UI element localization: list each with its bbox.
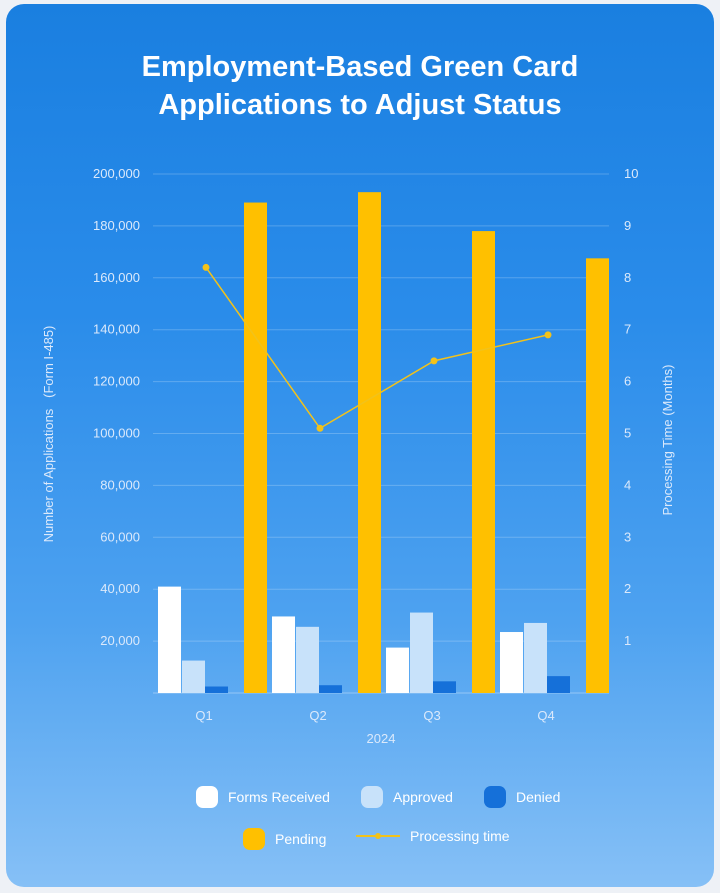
legend-swatch-pending	[243, 828, 265, 850]
point-processing-time	[544, 331, 552, 339]
legend-label-denied: Denied	[516, 789, 561, 805]
point-processing-time	[430, 357, 438, 365]
y2-tick-label: 7	[624, 322, 631, 337]
x-axis-title: 2024	[367, 731, 396, 746]
legend-label-approved: Approved	[393, 789, 453, 805]
y2-tick-label: 10	[624, 166, 638, 181]
point-processing-time	[202, 263, 210, 271]
y2-tick-label: 6	[624, 374, 631, 389]
y2-tick-label: 9	[624, 218, 631, 233]
chart-plot: 20,00040,00060,00080,000100,000120,00014…	[41, 166, 675, 746]
y2-tick-label: 1	[624, 633, 631, 648]
y-tick-label: 20,000	[100, 633, 140, 648]
bar-denied	[205, 686, 228, 693]
line-processing-time	[205, 266, 549, 430]
bar-forms-received	[386, 647, 409, 693]
legend-swatch-denied	[484, 786, 506, 808]
y-axis-title: Number of Applications (Form I-485)	[41, 326, 56, 543]
legend-swatch-forms-received	[196, 786, 218, 808]
y-tick-label: 60,000	[100, 529, 140, 544]
bar-approved	[524, 622, 547, 693]
bar-approved	[182, 660, 205, 693]
legend-label-pending: Pending	[275, 831, 327, 847]
y-tick-label: 120,000	[93, 374, 140, 389]
y-tick-label: 40,000	[100, 581, 140, 596]
legend-pending: Pending	[243, 828, 326, 850]
legend-processing-time: Processing time	[356, 828, 510, 844]
y2-tick-label: 4	[624, 477, 631, 492]
legend-label-processing-time: Processing time	[410, 828, 510, 844]
bar-approved	[410, 612, 433, 693]
x-tick-label: Q3	[423, 708, 440, 723]
y2-tick-label: 2	[624, 581, 631, 596]
y-tick-label: 140,000	[93, 322, 140, 337]
bar-pending	[586, 258, 609, 693]
bar-approved	[296, 626, 319, 693]
y2-tick-label: 8	[624, 270, 631, 285]
x-tick-label: Q2	[309, 708, 326, 723]
bar-pending	[244, 202, 267, 694]
x-tick-label: Q1	[195, 708, 212, 723]
bar-pending	[472, 231, 495, 693]
bar-forms-received	[158, 586, 181, 693]
y2-tick-label: 5	[624, 426, 631, 441]
x-tick-label: Q4	[537, 708, 554, 723]
bar-denied	[547, 676, 570, 693]
y-tick-label: 200,000	[93, 166, 140, 181]
chart-card: Employment-Based Green Card Applications…	[6, 4, 714, 887]
chart-title: Employment-Based Green Card Applications…	[6, 48, 714, 124]
y-tick-label: 80,000	[100, 477, 140, 492]
chart-title-line-1: Employment-Based Green Card	[141, 51, 579, 83]
bar-denied	[319, 685, 342, 693]
bar-forms-received	[500, 632, 523, 693]
legend-swatch-approved	[361, 786, 383, 808]
legend-label-forms-received: Forms Received	[228, 789, 330, 805]
legend-swatch-processing-time	[356, 829, 400, 843]
y2-tick-label: 3	[624, 529, 631, 544]
legend-forms-received: Forms Received	[196, 786, 330, 808]
legend-denied: Denied	[484, 786, 560, 808]
point-processing-time	[316, 424, 324, 432]
y2-axis-title: Processing Time (Months)	[660, 365, 675, 516]
chart-title-line-2: Applications to Adjust Status	[158, 89, 562, 121]
bar-denied	[433, 681, 456, 693]
bar-forms-received	[272, 616, 295, 693]
y-tick-label: 160,000	[93, 270, 140, 285]
y-tick-label: 180,000	[93, 218, 140, 233]
legend-approved: Approved	[361, 786, 453, 808]
y-tick-label: 100,000	[93, 426, 140, 441]
bar-pending	[358, 192, 381, 694]
